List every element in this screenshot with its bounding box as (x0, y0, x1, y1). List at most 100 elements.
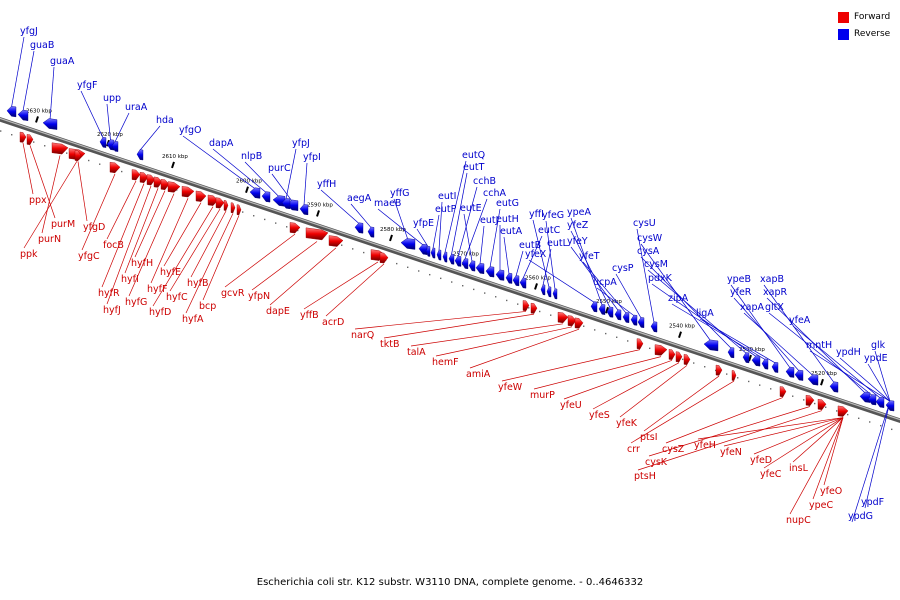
gene-yfpJ[interactable] (281, 198, 291, 210)
gene-cysK[interactable] (805, 394, 815, 406)
gene-talA[interactable] (557, 311, 569, 324)
gene-tktB[interactable] (530, 302, 538, 314)
gene-eutG[interactable] (485, 266, 495, 278)
gene-aegA[interactable] (367, 226, 375, 238)
gene-guaA[interactable] (42, 118, 58, 130)
gene-mntH[interactable] (885, 400, 895, 412)
gene-guaB[interactable] (17, 109, 29, 121)
gene-label-yfeR: yfeR (730, 287, 752, 298)
gene-hyfJ[interactable] (146, 174, 156, 186)
gene-eutA[interactable] (505, 272, 513, 284)
gene-yfgF[interactable] (99, 137, 107, 148)
gene-label-talA: talA (407, 347, 426, 358)
gene-yfeG[interactable] (552, 288, 558, 300)
gene-amiA[interactable] (574, 317, 584, 329)
gene-yfeW[interactable] (636, 338, 644, 350)
gene-ypeB[interactable] (785, 366, 795, 378)
gene-purN[interactable] (51, 142, 69, 155)
gene-crr[interactable] (731, 370, 737, 381)
gene-cysZ[interactable] (779, 386, 787, 398)
gene-yfpI[interactable] (299, 204, 309, 216)
axis-dot (814, 402, 816, 405)
gene-cysA[interactable] (727, 347, 735, 359)
gene-yfgJ[interactable] (6, 106, 17, 118)
gene-focB[interactable] (131, 169, 141, 181)
gene-dapA[interactable] (261, 191, 271, 203)
gene-yfeT[interactable] (622, 312, 630, 323)
axis-dot (88, 159, 90, 162)
gene-yfeU[interactable] (668, 349, 676, 360)
gene-hda[interactable] (136, 149, 144, 161)
gene-hyfB[interactable] (223, 200, 229, 211)
gene-narQ[interactable] (522, 300, 530, 312)
gene-cysM[interactable] (742, 352, 750, 364)
gene-eutL[interactable] (540, 284, 546, 296)
gene-acrD[interactable] (379, 252, 389, 264)
gene-hyfE[interactable] (195, 190, 207, 202)
gene-eutE[interactable] (468, 260, 476, 272)
gene-pdxK[interactable] (751, 355, 761, 367)
gene-cysW[interactable] (703, 339, 719, 352)
gene-yfgD[interactable] (74, 150, 82, 162)
gene-label-eutP: eutP (435, 204, 457, 215)
gene-hyfD[interactable] (207, 194, 219, 206)
gene-hyfC[interactable] (215, 197, 225, 209)
gene-yfgO[interactable] (249, 187, 261, 199)
gene-gcvR[interactable] (289, 222, 301, 234)
gene-cchB[interactable] (454, 255, 462, 267)
gene-ptsH[interactable] (817, 398, 827, 410)
gene-yfeK[interactable] (683, 354, 691, 365)
gene-features[interactable] (6, 106, 895, 417)
gene-yfeA[interactable] (875, 396, 885, 408)
leader-line (542, 248, 552, 286)
gene-eutC[interactable] (519, 277, 527, 289)
gene-dapE[interactable] (328, 235, 344, 247)
gene-yfeR[interactable] (794, 369, 804, 381)
gene-eutQ[interactable] (442, 251, 448, 263)
gene-hyfA[interactable] (230, 202, 236, 214)
leader-line (789, 417, 844, 515)
gene-ptsI[interactable] (715, 364, 723, 376)
gene-hyfG[interactable] (167, 181, 181, 193)
gene-eutB[interactable] (512, 275, 520, 287)
gene-hemF[interactable] (567, 315, 577, 327)
gene-yfgC[interactable] (109, 161, 121, 174)
gene-yfeX[interactable] (590, 301, 598, 313)
gene-yffI[interactable] (546, 286, 552, 298)
leader-line (451, 172, 468, 255)
gene-eutJ[interactable] (475, 263, 485, 275)
gene-ucpA[interactable] (630, 314, 638, 326)
gene-hyfF[interactable] (181, 186, 195, 198)
gene-yfpN[interactable] (305, 227, 329, 241)
gene-eutI[interactable] (436, 249, 442, 261)
gene-eutP[interactable] (430, 247, 436, 259)
gene-hyfR[interactable] (139, 171, 149, 183)
gene-hyfI[interactable] (153, 176, 163, 188)
gene-cchA[interactable] (461, 258, 469, 270)
gene-gltX[interactable] (867, 394, 877, 406)
gene-cysP[interactable] (637, 317, 645, 328)
gene-ppx[interactable] (19, 131, 27, 143)
gene-eutT[interactable] (448, 253, 455, 265)
gene-yfeS[interactable] (675, 351, 683, 363)
gene-xapR[interactable] (859, 391, 871, 403)
gene-xapA[interactable] (807, 374, 819, 386)
gene-zipA[interactable] (761, 358, 769, 370)
gene-bcp[interactable] (236, 204, 242, 216)
gene-purM[interactable] (26, 134, 34, 146)
gene-xapB[interactable] (829, 381, 839, 393)
gene-yffH[interactable] (354, 222, 364, 234)
gene-yfpE[interactable] (425, 246, 431, 257)
gene-uraA[interactable] (111, 141, 119, 152)
gene-murP[interactable] (654, 344, 668, 356)
gene-cysU[interactable] (650, 321, 658, 333)
gene-ligA[interactable] (771, 361, 779, 373)
gene-ypeA[interactable] (598, 304, 606, 315)
gene-maeB[interactable] (418, 243, 428, 255)
gene-hyfH[interactable] (160, 179, 170, 190)
gene-yfeH[interactable] (837, 405, 849, 417)
gene-yfeY[interactable] (614, 309, 622, 321)
gene-eutH[interactable] (495, 269, 505, 281)
gene-yffG[interactable] (400, 238, 416, 250)
gene-yfeZ[interactable] (606, 306, 614, 318)
